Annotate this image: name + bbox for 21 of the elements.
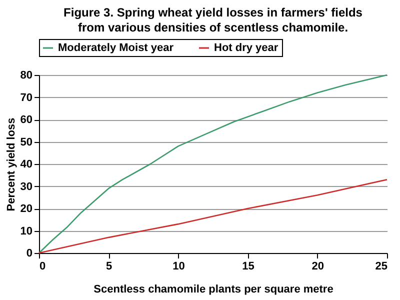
y-tick-label: 70 [20,92,32,104]
y-tick-label: 40 [20,158,32,170]
y-tick-label: 50 [20,136,32,148]
text: from various densities of scentless chamomile. [78,20,348,34]
y-tick-label: 20 [20,203,32,215]
legend-label: Hot dry year [214,42,279,54]
y-tick-label: 10 [20,225,32,238]
y-tick-label: 0 [26,248,32,260]
x-tick-label: 5 [106,260,112,272]
x-axis-title: Scentless chamomile plants per square metre [94,284,334,296]
x-tick-label: 15 [242,260,254,272]
x-tick-label: 10 [172,260,185,272]
y-axis-title: Percent yield loss [5,118,18,212]
y-tick-label: 60 [20,114,32,126]
x-tick-label: 0 [40,260,46,272]
y-tick-label: 80 [20,70,32,82]
x-tick-label: 25 [375,260,388,272]
legend-label: Moderately Moist year [58,42,174,54]
y-tick-label: 30 [20,180,32,193]
text: Figure 3. Spring wheat yield losses in farmers' fields [64,6,362,20]
x-tick-label: 20 [312,260,324,272]
